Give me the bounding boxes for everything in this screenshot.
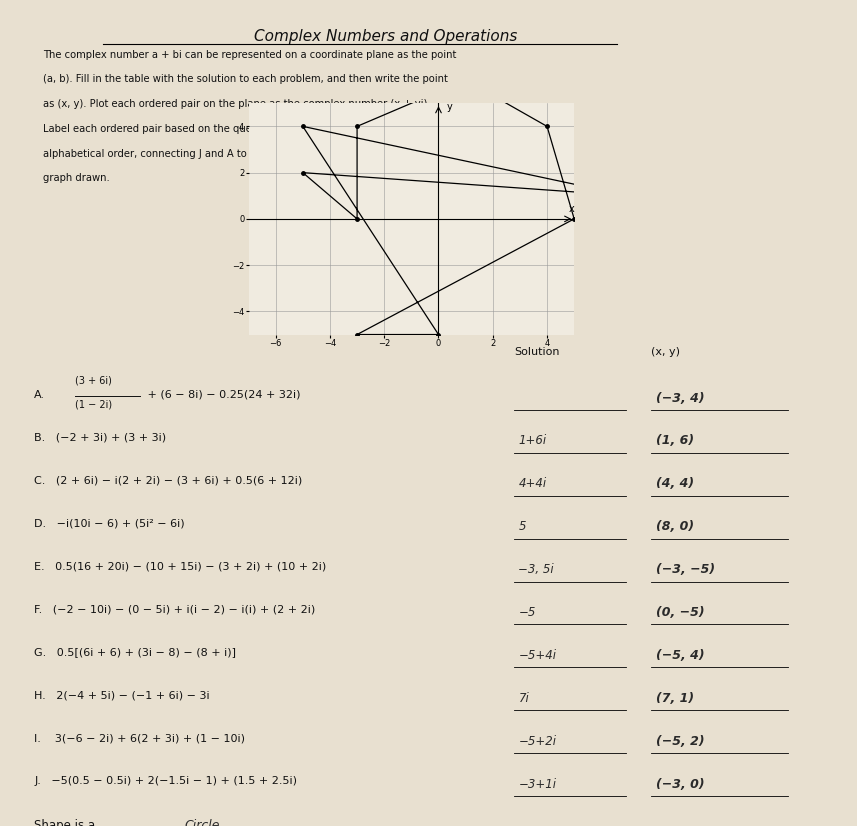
Text: A.: A. bbox=[34, 390, 45, 400]
Text: Solution: Solution bbox=[514, 347, 560, 357]
Text: 5: 5 bbox=[518, 520, 526, 534]
Text: C.   (2 + 6i) − i(2 + 2i) − (3 + 6i) + 0.5(6 + 12i): C. (2 + 6i) − i(2 + 2i) − (3 + 6i) + 0.5… bbox=[34, 476, 303, 486]
Text: (−3, −5): (−3, −5) bbox=[656, 563, 715, 577]
Text: E.   0.5(16 + 20i) − (10 + 15i) − (3 + 2i) + (10 + 2i): E. 0.5(16 + 20i) − (10 + 15i) − (3 + 2i)… bbox=[34, 562, 327, 572]
Text: + (6 − 8i) − 0.25(24 + 32i): + (6 − 8i) − 0.25(24 + 32i) bbox=[144, 390, 301, 400]
Text: (3 + 6i): (3 + 6i) bbox=[75, 376, 112, 386]
Text: B.   (−2 + 3i) + (3 + 3i): B. (−2 + 3i) + (3 + 3i) bbox=[34, 433, 166, 443]
Text: alphabetical order, connecting J and A to finish the shape. Record the shape of : alphabetical order, connecting J and A t… bbox=[43, 149, 456, 159]
Text: (8, 0): (8, 0) bbox=[656, 520, 693, 534]
Text: (1 − 2i): (1 − 2i) bbox=[75, 400, 112, 410]
Text: −3, 5i: −3, 5i bbox=[518, 563, 554, 577]
Text: (−5, 4): (−5, 4) bbox=[656, 649, 704, 662]
Text: (−3, 4): (−3, 4) bbox=[656, 392, 704, 405]
Text: (0, −5): (0, −5) bbox=[656, 606, 704, 620]
Text: 7i: 7i bbox=[518, 692, 530, 705]
Text: The complex number a + bi can be represented on a coordinate plane as the point: The complex number a + bi can be represe… bbox=[43, 50, 456, 59]
Text: (a, b). Fill in the table with the solution to each problem, and then write the : (a, b). Fill in the table with the solut… bbox=[43, 74, 447, 84]
Text: −5: −5 bbox=[518, 606, 536, 620]
Text: 1+6i: 1+6i bbox=[518, 434, 547, 448]
Text: (4, 4): (4, 4) bbox=[656, 477, 693, 491]
Text: 4+4i: 4+4i bbox=[518, 477, 547, 491]
Text: F.   (−2 − 10i) − (0 − 5i) + i(i − 2) − i(i) + (2 + 2i): F. (−2 − 10i) − (0 − 5i) + i(i − 2) − i(… bbox=[34, 605, 315, 615]
Text: G.   0.5[(6i + 6) + (3i − 8) − (8 + i)]: G. 0.5[(6i + 6) + (3i − 8) − (8 + i)] bbox=[34, 648, 237, 657]
Text: .: . bbox=[433, 819, 437, 826]
Text: (−5, 2): (−5, 2) bbox=[656, 735, 704, 748]
Text: Circle: Circle bbox=[184, 819, 219, 826]
Text: (−3, 0): (−3, 0) bbox=[656, 778, 704, 791]
Text: J.   −5(0.5 − 0.5i) + 2(−1.5i − 1) + (1.5 + 2.5i): J. −5(0.5 − 0.5i) + 2(−1.5i − 1) + (1.5 … bbox=[34, 776, 297, 786]
Text: −3+1i: −3+1i bbox=[518, 778, 556, 791]
Text: y: y bbox=[446, 102, 452, 112]
Text: Complex Numbers and Operations: Complex Numbers and Operations bbox=[254, 29, 518, 44]
Text: D.   −i(10i − 6) + (5i² − 6i): D. −i(10i − 6) + (5i² − 6i) bbox=[34, 519, 185, 529]
Text: graph drawn.: graph drawn. bbox=[43, 173, 110, 183]
Text: Shape is a: Shape is a bbox=[34, 819, 95, 826]
Text: −5+2i: −5+2i bbox=[518, 735, 556, 748]
Text: H.   2(−4 + 5i) − (−1 + 6i) − 3i: H. 2(−4 + 5i) − (−1 + 6i) − 3i bbox=[34, 691, 210, 700]
Text: −5+4i: −5+4i bbox=[518, 649, 556, 662]
Text: (x, y): (x, y) bbox=[651, 347, 680, 357]
Text: (1, 6): (1, 6) bbox=[656, 434, 693, 448]
Text: I.    3(−6 − 2i) + 6(2 + 3i) + (1 − 10i): I. 3(−6 − 2i) + 6(2 + 3i) + (1 − 10i) bbox=[34, 733, 245, 743]
Text: (7, 1): (7, 1) bbox=[656, 692, 693, 705]
Text: x: x bbox=[569, 204, 574, 214]
Text: as (x, y). Plot each ordered pair on the plane as the complex number (x + yi).: as (x, y). Plot each ordered pair on the… bbox=[43, 99, 430, 109]
Text: Label each ordered pair based on the question in the chart, from the letters in: Label each ordered pair based on the que… bbox=[43, 124, 434, 134]
